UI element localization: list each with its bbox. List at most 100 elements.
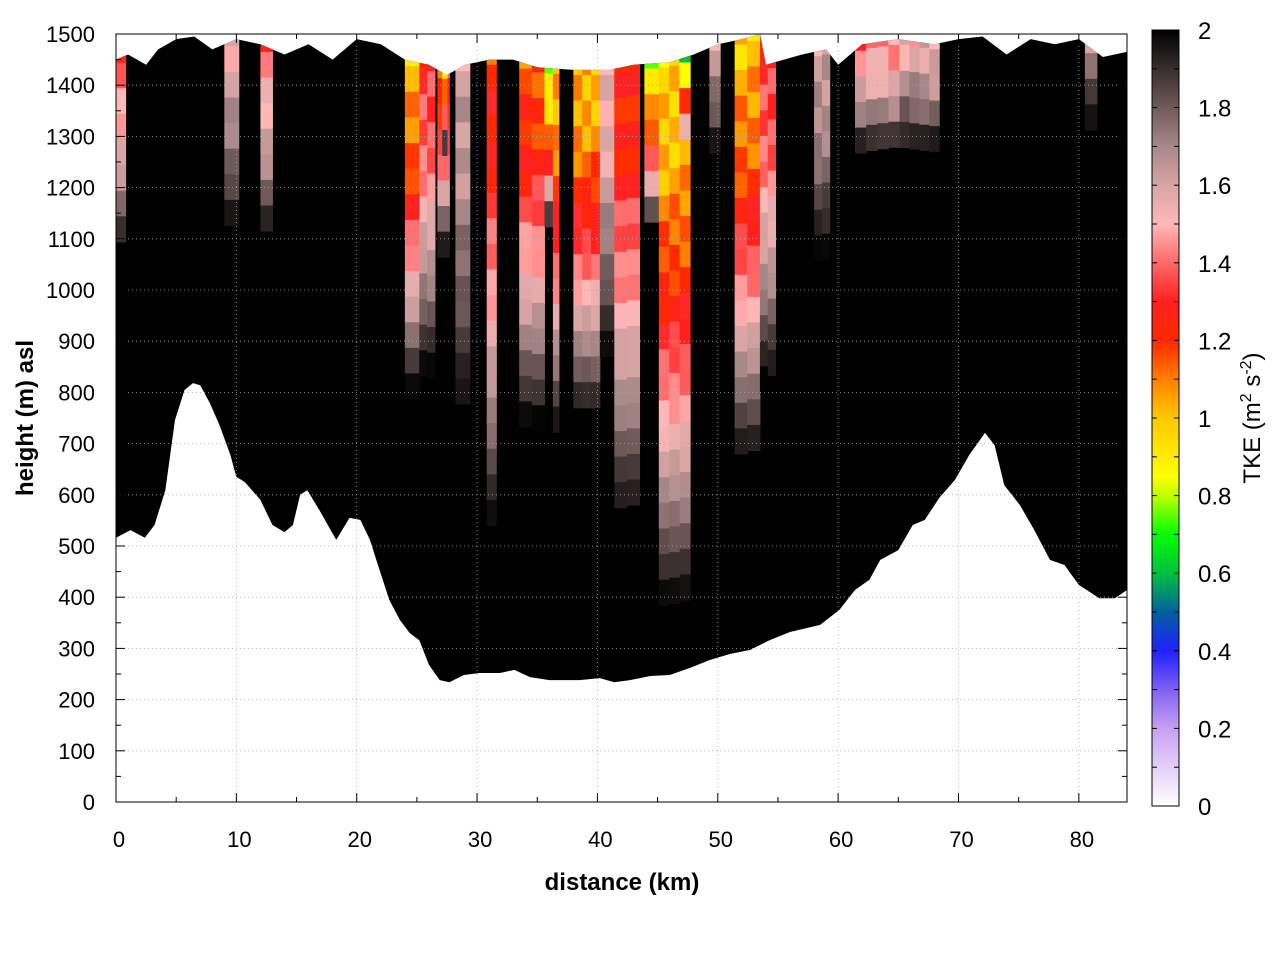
colorbar-tick-label: 1.6 — [1198, 173, 1231, 200]
y-tick-label: 0 — [83, 790, 95, 815]
tke-cell — [260, 77, 273, 104]
tke-cell — [658, 323, 670, 350]
tke-cell — [854, 76, 867, 103]
tke-cell — [929, 126, 940, 153]
tke-cell — [419, 68, 428, 95]
tke-cell — [747, 296, 761, 324]
tke-cell — [626, 300, 641, 327]
tke-cell — [814, 209, 823, 236]
tke-cell — [814, 184, 823, 211]
tke-cell — [427, 122, 436, 149]
tke-cell — [582, 202, 592, 230]
tke-cell — [679, 574, 691, 601]
y-tick-label: 800 — [58, 380, 95, 405]
y-tick-label: 1200 — [46, 176, 95, 201]
tke-cell — [669, 244, 681, 272]
tke-cell — [519, 324, 533, 351]
tke-cell — [519, 94, 533, 121]
tke-cell — [591, 126, 601, 153]
tke-cell — [599, 254, 615, 281]
tke-cell — [888, 44, 901, 71]
tke-cell — [552, 176, 560, 203]
tke-cell — [814, 56, 823, 83]
tke-cell — [658, 400, 670, 427]
tke-cell — [582, 382, 592, 409]
tke-cell — [658, 426, 670, 453]
tke-cell — [821, 156, 831, 184]
colorbar-ticks — [1152, 29, 1179, 807]
tke-cell — [582, 330, 592, 358]
tke-cell — [552, 150, 560, 177]
tke-cell — [658, 246, 670, 273]
tke-cell — [404, 143, 420, 170]
tke-cell — [899, 121, 910, 149]
tke-cell — [582, 177, 592, 204]
tke-cell — [709, 127, 721, 154]
tke-cell — [519, 375, 533, 402]
tke-cell — [626, 146, 641, 173]
tke-cell — [455, 199, 471, 226]
x-tick-labels: 0 10 20 30 40 50 60 70 80 — [113, 827, 1094, 852]
tke-cell — [909, 46, 920, 73]
tke-cell — [669, 321, 681, 348]
tke-cell — [658, 93, 670, 120]
tke-cell — [1084, 104, 1098, 131]
tke-cell — [573, 100, 583, 127]
tke-cell — [767, 221, 777, 248]
tke-cell — [552, 99, 560, 126]
tke-cell — [437, 154, 450, 181]
tke-cell — [679, 523, 691, 550]
tke-cell — [427, 147, 436, 174]
tke-cell — [486, 423, 497, 450]
tke-cell — [582, 279, 592, 306]
tke-cell — [759, 59, 769, 86]
tke-cell — [644, 119, 660, 146]
tke-cell — [899, 96, 910, 123]
tke-cell — [224, 97, 240, 124]
tke-cell — [455, 71, 471, 98]
tke-cell — [866, 99, 878, 126]
tke-cell — [658, 477, 670, 504]
tke-cell — [591, 151, 601, 178]
tke-cell — [669, 398, 681, 425]
tke-cell — [747, 220, 761, 247]
tke-cell — [531, 277, 545, 304]
y-tick-label: 200 — [58, 688, 95, 713]
tke-cell — [626, 69, 641, 97]
y-axis-label: height (m) asl — [12, 340, 39, 496]
tke-cell — [734, 146, 748, 173]
tke-cell — [519, 196, 533, 223]
tke-cell — [679, 344, 691, 371]
tke-cell — [116, 165, 127, 192]
tke-cell — [573, 151, 583, 178]
colorbar-tick-label: 0.8 — [1198, 484, 1231, 511]
tke-cell — [582, 228, 592, 255]
tke-cell — [759, 263, 769, 290]
y-tick-label: 500 — [58, 534, 95, 559]
colorbar-tick-label: 0.2 — [1198, 716, 1231, 743]
tke-cell — [747, 40, 761, 68]
tke-cell — [626, 402, 641, 429]
tke-cell — [734, 274, 748, 301]
tke-cell — [573, 202, 583, 230]
tke-cell — [877, 123, 889, 150]
tke-cell — [486, 397, 497, 424]
tke-cell — [709, 76, 721, 103]
tke-cell — [582, 305, 592, 332]
tke-cell — [455, 301, 471, 328]
tke-cell — [552, 227, 560, 254]
tke-cell — [419, 324, 428, 351]
tke-cell — [260, 128, 273, 155]
tke-cell — [658, 528, 670, 555]
tke-cell — [747, 399, 761, 426]
plot-frame — [115, 33, 1128, 803]
tke-cell — [427, 250, 436, 277]
tke-cell — [582, 151, 592, 178]
tke-cell — [679, 139, 691, 166]
tke-cell — [599, 126, 615, 153]
tke-cell — [767, 93, 777, 120]
tke-cell — [658, 554, 670, 581]
tke-cell — [759, 187, 769, 214]
tke-cell — [919, 99, 930, 126]
tke-cell — [614, 226, 628, 253]
